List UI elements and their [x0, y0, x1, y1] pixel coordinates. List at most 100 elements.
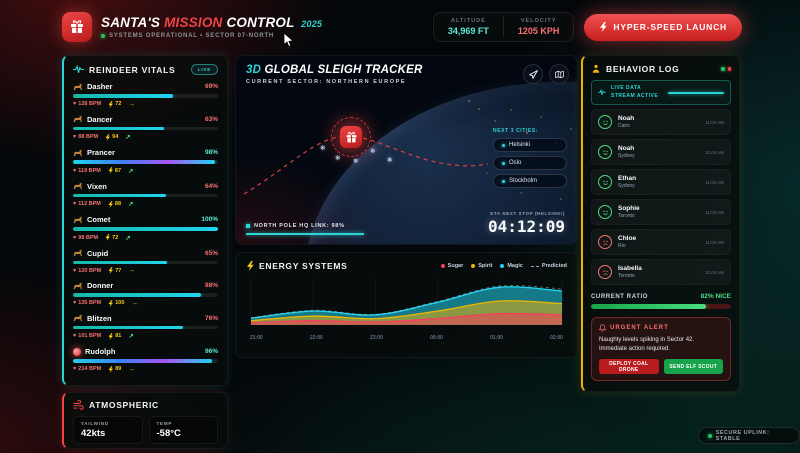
status-dot-icon: [101, 34, 105, 38]
heart-icon: ♥: [73, 234, 77, 241]
year-badge: 2025: [301, 19, 323, 29]
reindeer-stats: ♥ 214 BPM 89 →: [73, 365, 135, 373]
brand: SANTA'S MISSION CONTROL 2025 SYSTEMS OPE…: [62, 12, 322, 42]
reindeer-row: Prancer 98% ♥ 119 BPM 87 ↗: [73, 148, 218, 175]
energy-bolt-icon: [108, 299, 114, 307]
behavior-entry[interactable]: Sophie Toronto 11:04 AM: [591, 199, 731, 225]
velocity-stat: VELOCITY 1205 KPH: [502, 17, 574, 37]
x-tick-label: 01:00: [490, 335, 503, 341]
send-elf-scout-button[interactable]: SEND ELF SCOUT: [663, 359, 723, 375]
stamina-bar-fill: [73, 160, 216, 164]
city-pill[interactable]: Helsinki: [493, 138, 567, 152]
entry-time: 11:04 AM: [705, 149, 724, 155]
energy-bolt-icon: [108, 365, 114, 373]
legend-item[interactable]: Sugar: [440, 263, 463, 269]
reindeer-name: Dasher: [87, 82, 113, 91]
snowflake-icon: ❄: [353, 158, 359, 165]
child-icon: [592, 64, 600, 73]
energy-header-bolt-icon: [247, 261, 254, 271]
entry-time: 11:04 AM: [705, 119, 724, 125]
legend-item[interactable]: Magic: [500, 263, 523, 269]
behavior-entry[interactable]: Chloe Rio 11:04 AM: [591, 229, 731, 255]
behavior-entry[interactable]: Noah Cairo 11:04 AM: [591, 109, 731, 135]
stamina-bar: [73, 94, 218, 98]
mood-icon: [598, 145, 612, 159]
stamina-bar-fill: [73, 94, 174, 98]
energy-bolt-icon: [108, 100, 114, 108]
child-city: Rio: [618, 243, 626, 249]
child-name: Sophie: [618, 205, 640, 212]
reindeer-icon: [73, 314, 83, 322]
next-cities-label: NEXT 3 CITIES:: [493, 128, 539, 134]
stamina-bar: [73, 126, 218, 130]
reindeer-stats: ♥ 119 BPM 87 ↗: [73, 167, 134, 175]
frown-icon: [602, 240, 608, 245]
legend-item[interactable]: Predicted: [530, 263, 567, 269]
reindeer-icon: [73, 215, 83, 224]
chart-x-axis: 21:00 22:00 23:00 00:00 01:00 02:00: [246, 335, 567, 341]
heart-icon: ♥: [73, 267, 77, 274]
atmospheric-panel: ATMOSPHERIC TAILWIND 42kts TEMP -58°C: [62, 392, 228, 449]
flight-stats: ALTITUDE 34,969 FT VELOCITY 1205 KPH: [432, 12, 575, 42]
trend-arrow-icon: →: [131, 299, 138, 307]
reindeer-vitals-panel: REINDEER VITALS LIVE Dasher 69%: [62, 55, 228, 386]
trend-arrow-icon: →: [128, 365, 135, 373]
legend-item[interactable]: Spirit: [471, 263, 492, 269]
reindeer-percent: 96%: [204, 348, 218, 355]
rudolph-nose-icon: [73, 347, 81, 356]
stamina-bar: [73, 293, 218, 297]
sleigh-marker-icon[interactable]: [340, 126, 362, 148]
stamina-bar-fill: [73, 227, 218, 231]
legend-dot-icon: [471, 264, 476, 268]
snowflake-icon: ❄: [320, 145, 326, 152]
city-pill[interactable]: Stockholm: [493, 174, 567, 188]
city-pill[interactable]: Oslo: [493, 156, 567, 170]
deploy-coal-drone-button[interactable]: DEPLOY COAL DRONE: [599, 359, 659, 375]
reindeer-list: Dasher 69% ♥ 128 BPM 72 →: [73, 82, 218, 373]
mood-icon: [598, 265, 612, 279]
child-city: Toronto: [618, 213, 635, 219]
reindeer-name: Vixen: [87, 181, 107, 191]
x-tick-label: 00:00: [430, 335, 443, 341]
reindeer-stats: ♥ 98 BPM 72 ↗: [73, 234, 131, 242]
hq-dot-icon: [246, 224, 250, 228]
status-dots: [721, 67, 731, 71]
reindeer-row: Vixen 64% ♥ 112 BPM 88 ↗: [73, 181, 218, 208]
trend-arrow-icon: ↗: [128, 201, 134, 208]
panel-title: BEHAVIOR LOG: [606, 64, 680, 74]
child-city: Sydney: [618, 183, 635, 189]
system-status: SYSTEMS OPERATIONAL • SECTOR 07-NORTH: [101, 33, 322, 39]
altitude-stat: ALTITUDE 34,969 FT: [447, 18, 489, 36]
energy-bolt-icon: [108, 267, 114, 274]
stamina-bar-fill: [73, 126, 165, 130]
hyper-speed-launch-button[interactable]: HYPER-SPEED LAUNCH: [584, 13, 742, 41]
eta-countdown: 04:12:09: [487, 217, 565, 236]
snowflake-icon: ❄: [387, 157, 393, 164]
behavior-entry[interactable]: Ethan Sydney 11:04 AM: [591, 169, 731, 195]
mouse-cursor: [283, 32, 294, 48]
trend-arrow-icon: →: [128, 100, 135, 108]
reindeer-percent: 100%: [201, 216, 218, 223]
trend-arrow-icon: ↗: [128, 167, 134, 175]
reindeer-name: Dancer: [87, 114, 113, 124]
reindeer-row: Dasher 69% ♥ 128 BPM 72 →: [73, 82, 218, 108]
reindeer-icon: [73, 281, 83, 290]
map-button[interactable]: [549, 64, 569, 84]
panel-title: REINDEER VITALS: [89, 64, 176, 75]
locate-button[interactable]: [523, 64, 543, 84]
stamina-bar: [73, 359, 218, 363]
reindeer-stats: ♥ 112 BPM 88 ↗: [73, 200, 134, 208]
child-city: Sydney: [618, 153, 635, 159]
behavior-entry[interactable]: Isabella Toronto 11:04 AM: [591, 259, 731, 285]
x-tick-label: 21:00: [250, 335, 263, 341]
nice-ratio-bar: [591, 304, 731, 309]
stamina-bar-fill: [73, 325, 184, 329]
behavior-log-panel: BEHAVIOR LOG LIVE DATA STREAM ACTIVE: [581, 55, 740, 392]
stamina-bar: [73, 325, 218, 329]
behavior-entry[interactable]: Noah Sydney 11:04 AM: [591, 139, 731, 165]
header: SANTA'S MISSION CONTROL 2025 SYSTEMS OPE…: [62, 6, 742, 48]
reindeer-icon: [73, 249, 83, 257]
bolt-icon: [600, 22, 608, 32]
reindeer-icon: [73, 82, 83, 91]
